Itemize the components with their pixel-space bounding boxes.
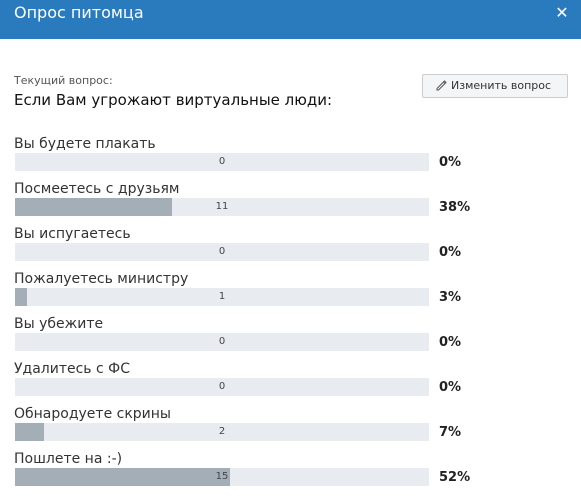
option-bar-row: 2 7% [14,423,484,441]
option-percent: 3% [439,290,462,305]
option-bar-track: 0 [15,153,429,171]
option-bar-fill [15,288,27,306]
option-bar-track: 2 [15,423,429,441]
current-question-label: Текущий вопрос: [14,74,113,87]
pencil-icon [436,80,447,91]
option-bar-track: 0 [15,378,429,396]
option-bar-row: 0 0% [14,333,484,351]
option-percent: 0% [439,245,462,260]
option-vote-count: 0 [218,246,226,257]
option-percent: 52% [439,470,471,485]
option-vote-count: 0 [218,156,226,167]
option-label: Удалитесь с ФС [14,361,130,377]
option-bar-track: 1 [15,288,429,306]
poll-option: Вы испугаетесь 0 0% [14,225,484,261]
option-label: Посмеетесь с друзьям [14,181,180,197]
edit-question-button[interactable]: Изменить вопрос [422,74,568,98]
option-label: Вы испугаетесь [14,226,131,242]
option-bar-row: 1 3% [14,288,484,306]
option-percent: 0% [439,380,462,395]
dialog-title: Опрос питомца [14,3,144,22]
option-label: Пошлете на :-) [14,451,123,467]
option-bar-track: 15 [15,468,429,486]
option-bar-track: 0 [15,243,429,261]
option-bar-row: 0 0% [14,243,484,261]
poll-option: Пошлете на :-) 15 52% [14,450,484,486]
poll-option: Обнародуете скрины 2 7% [14,405,484,441]
option-vote-count: 0 [218,381,226,392]
option-vote-count: 2 [218,426,226,437]
poll-option: Вы будете плакать 0 0% [14,135,484,171]
option-percent: 0% [439,155,462,170]
option-label: Пожалуетесь министру [14,271,189,287]
option-percent: 38% [439,200,471,215]
option-bar-track: 0 [15,333,429,351]
option-bar-fill [15,423,44,441]
edit-question-label: Изменить вопрос [451,79,552,92]
option-bar-fill [15,468,230,486]
option-bar-row: 0 0% [14,378,484,396]
option-percent: 7% [439,425,462,440]
poll-option: Вы убежите 0 0% [14,315,484,351]
option-bar-fill [15,198,172,216]
option-label: Вы убежите [14,316,104,332]
option-label: Обнародуете скрины [14,406,171,422]
option-vote-count: 1 [218,291,226,302]
option-percent: 0% [439,335,462,350]
option-vote-count: 15 [215,471,229,482]
option-bar-track: 11 [15,198,429,216]
poll-option: Посмеетесь с друзьям 11 38% [14,180,484,216]
poll-option: Удалитесь с ФС 0 0% [14,360,484,396]
option-vote-count: 11 [215,201,229,212]
option-bar-row: 15 52% [14,468,484,486]
question-text: Если Вам угрожают виртуальные люди: [14,91,333,109]
dialog-header: Опрос питомца ✕ [0,0,581,39]
poll-option: Пожалуетесь министру 1 3% [14,270,484,306]
option-vote-count: 0 [218,336,226,347]
option-bar-row: 0 0% [14,153,484,171]
option-label: Вы будете плакать [14,136,156,152]
option-bar-row: 11 38% [14,198,484,216]
close-icon[interactable]: ✕ [555,3,569,22]
